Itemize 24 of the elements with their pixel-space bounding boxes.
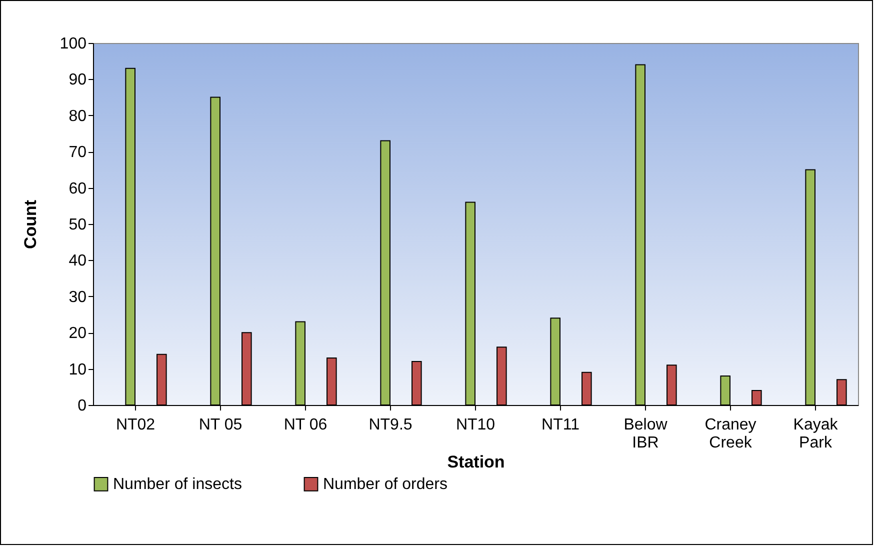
y-axis-title: Count bbox=[20, 200, 40, 250]
x-tick-label: NT11 bbox=[542, 416, 580, 434]
x-tick-label: NT02 bbox=[116, 416, 156, 434]
y-tick-label: 40 bbox=[68, 252, 87, 270]
x-tick-label: Kayak Park bbox=[793, 416, 839, 452]
legend-label: Number of orders bbox=[323, 476, 448, 494]
y-tick-label: 100 bbox=[60, 36, 87, 52]
legend-label: Number of insects bbox=[113, 476, 242, 494]
x-tick-label: NT 05 bbox=[198, 416, 242, 434]
y-tick-label: 80 bbox=[68, 108, 87, 125]
y-tick-label: 10 bbox=[68, 361, 87, 378]
y-tick-label: 30 bbox=[68, 288, 87, 306]
y-tick-label: 20 bbox=[68, 325, 87, 342]
x-tick-label: Below IBR bbox=[624, 416, 668, 452]
x-axis-title: Station bbox=[447, 452, 505, 472]
x-tick-label: Craney Creek bbox=[704, 416, 756, 452]
y-tick-label: 0 bbox=[78, 398, 87, 414]
y-tick-label: 90 bbox=[68, 72, 87, 89]
y-tick-label: 70 bbox=[68, 144, 87, 162]
y-tick-label: 60 bbox=[68, 180, 87, 198]
y-tick-label: 50 bbox=[68, 216, 87, 234]
x-tick-label: NT10 bbox=[456, 416, 496, 434]
x-tick-label: NT 06 bbox=[284, 416, 328, 434]
x-tick-label: NT9.5 bbox=[368, 416, 412, 434]
